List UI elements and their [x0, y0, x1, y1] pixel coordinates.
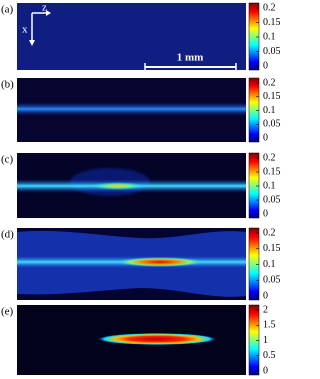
colorbar — [248, 304, 260, 376]
colorbar-tick-label: 0 — [263, 132, 268, 143]
colorbar — [248, 77, 260, 143]
panel-label: (d) — [1, 229, 14, 241]
arrow-head — [46, 10, 51, 16]
colorbar-tick-label: 0.15 — [263, 166, 281, 177]
panel-image — [17, 78, 246, 142]
colorbar-tick-label: 0.05 — [263, 46, 281, 57]
colorbar-tick-label: 1 — [263, 335, 268, 346]
colorbar-tick-label: 0.1 — [263, 180, 276, 191]
colorbar-tick-label: 0.05 — [263, 275, 281, 286]
colorbar-tick-label: 0.2 — [263, 2, 276, 13]
scale-label: 1 mm — [177, 52, 204, 64]
arrow-head — [29, 40, 35, 46]
panel-label: (b) — [1, 79, 14, 91]
colorbar — [248, 152, 260, 219]
colorbar-tick-label: 0 — [263, 60, 268, 71]
colorbar-tick-label: 0.5 — [263, 350, 276, 361]
panel-image — [17, 153, 246, 218]
colorbar-tick-label: 0.05 — [263, 119, 281, 130]
colorbar — [248, 2, 260, 71]
panel-image: z x 1 mm — [17, 2, 246, 70]
axis-label: z — [42, 2, 47, 14]
axis-label: x — [22, 24, 28, 36]
colorbar-tick-label: 0.2 — [263, 152, 276, 163]
colorbar-tick-label: 0.1 — [263, 259, 276, 270]
colorbar-tick-label: 1.5 — [263, 320, 276, 331]
colorbar-tick-label: 0.15 — [263, 91, 281, 102]
colorbar-tick-label: 0.2 — [263, 77, 276, 88]
colorbar-tick-label: 0.05 — [263, 194, 281, 205]
panel-label: (c) — [1, 154, 14, 166]
figure: z x 1 mm (a) 0.2 0.15 0.1 0.05 0 (b) 0.2 0.15 0.1… — [1, 2, 281, 377]
colorbar-tick-label: 0 — [263, 290, 268, 301]
colorbar-tick-label: 0.15 — [263, 243, 281, 254]
colorbar-tick-label: 0.1 — [263, 31, 276, 42]
panel-image — [17, 228, 246, 300]
colorbar-tick-label: 0.1 — [263, 105, 276, 116]
colorbar — [248, 227, 260, 301]
panel-label: (e) — [1, 306, 14, 318]
colorbar-tick-label: 2 — [263, 304, 268, 315]
panel-image — [17, 305, 246, 375]
colorbar-tick-label: 0 — [263, 365, 268, 376]
colorbar-tick-label: 0 — [263, 208, 268, 219]
colorbar-tick-label: 0.2 — [263, 227, 276, 238]
colorbar-tick-label: 0.15 — [263, 17, 281, 28]
panel-label: (a) — [1, 4, 14, 16]
